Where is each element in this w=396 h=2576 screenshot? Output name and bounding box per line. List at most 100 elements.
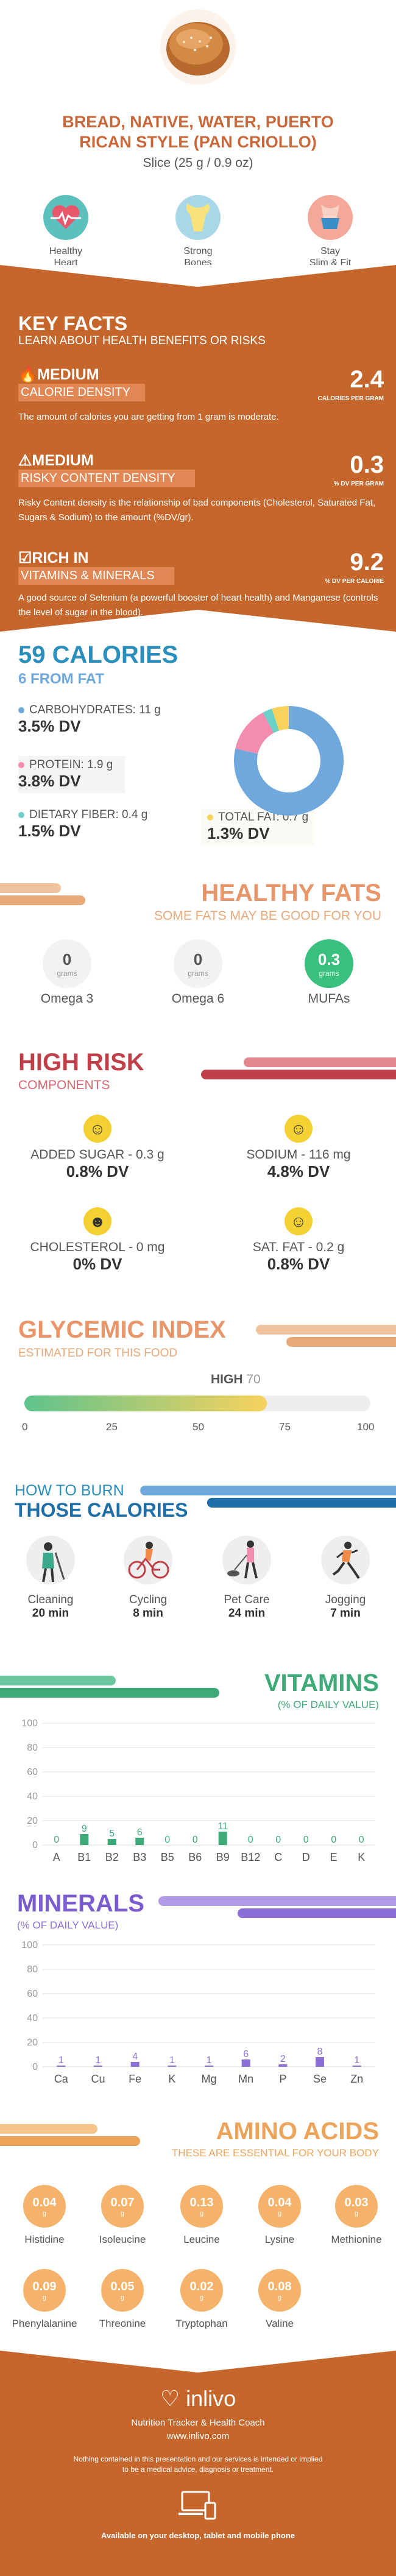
smiley-icon: ☺ <box>285 1115 313 1143</box>
x-tick-label: B6 <box>188 1851 202 1863</box>
minerals-title: MINERALS <box>17 1890 144 1917</box>
minerals-bar-chart: 100 80 60 40 20 0 1 Ca 1 Cu 4 Fe 1 K 1 Mg 6 Mn 2 P 8 Se 1 Zn <box>21 1941 375 2085</box>
brand-logo: ♡ inlivo <box>0 2386 396 2412</box>
heart-outline-icon: ♡ <box>160 2386 180 2411</box>
x-tick-label: P <box>279 2073 286 2085</box>
risk-dv: 0% DV <box>72 1255 122 1273</box>
bar-cu <box>94 2066 102 2067</box>
pie-slice-dietary-fiber <box>263 708 279 733</box>
bar-value-label: 0 <box>275 1835 281 1845</box>
calories-subtitle: 6 FROM FAT <box>18 671 104 687</box>
amino-value: 0.08 <box>267 2279 292 2293</box>
bar-value-label: 1 <box>169 2055 175 2066</box>
y-tick-label: 40 <box>27 2013 38 2024</box>
fact-name: VITAMINS & MINERALS <box>18 567 174 585</box>
bone-icon <box>175 195 221 240</box>
high-risk-section: HIGH RISK COMPONENTS ☺ ADDED SUGAR - 0.3… <box>0 1043 396 1314</box>
warning-icon: ⚠ <box>18 452 32 469</box>
decor-stripe <box>238 1908 396 1918</box>
x-tick-label: C <box>274 1851 282 1863</box>
section-divider <box>0 265 396 287</box>
amino-title: AMINO ACIDS <box>216 2118 379 2145</box>
burn-section: HOW TO BURN THOSE CALORIES Cleaning 20 m… <box>0 1482 396 1670</box>
amino-threonine: 0.05 g Threonine <box>95 2269 150 2330</box>
amino-phenylalanine: 0.09 g Phenylalanine <box>12 2269 77 2330</box>
x-tick-label: B3 <box>133 1851 146 1863</box>
amino-name: Threonine <box>99 2318 146 2329</box>
footer-section: ♡ inlivo Nutrition Tracker & Health Coac… <box>0 2351 396 2576</box>
amino-lysine: 0.04 g Lysine <box>252 2185 307 2246</box>
benefit-healthy-heart: Healthy Heart <box>35 194 96 269</box>
food-title: BREAD, NATIVE, WATER, PUERTO RICAN STYLE… <box>0 112 396 152</box>
amino-name: Tryptophan <box>175 2318 228 2329</box>
y-tick-label: 100 <box>21 1941 38 1950</box>
decor-stripe <box>256 1325 396 1335</box>
healthy-fats-section: HEALTHY FATS SOME FATS MAY BE GOOD FOR Y… <box>0 872 396 1043</box>
y-tick-label: 0 <box>32 2062 38 2072</box>
tick-label: 100 <box>357 1421 375 1433</box>
bar-b9 <box>218 1832 227 1845</box>
tick-label: 25 <box>106 1421 118 1433</box>
bar-value-label: 0 <box>331 1835 336 1845</box>
x-tick-label: Mg <box>201 2073 216 2085</box>
devices-icon <box>179 2491 216 2520</box>
amino-value: 0.02 <box>189 2279 214 2293</box>
fact-risky-content: ⚠MEDIUM RISKY CONTENT DENSITY 0.3 % DV P… <box>18 451 384 525</box>
vitamins-title: VITAMINS <box>264 1670 379 1696</box>
fat-unit: grams <box>319 969 339 978</box>
risk-dv: 0.8% DV <box>267 1255 330 1273</box>
calories-section: 59 CALORIES 6 FROM FAT CARBOHYDRATES: 11… <box>0 632 396 872</box>
amino-unit: g <box>199 2209 204 2217</box>
amino-tryptophan: 0.02 g Tryptophan <box>174 2269 229 2330</box>
bar-k <box>168 2066 177 2067</box>
amino-name: Valine <box>266 2318 294 2329</box>
decor-stripe <box>0 1688 219 1698</box>
amino-badge: 0.09 g <box>23 2269 66 2312</box>
nutrient-label: PROTEIN: 1.9 g <box>29 758 113 771</box>
amino-valine: 0.08 g Valine <box>252 2269 307 2330</box>
decor-stripe <box>0 2124 97 2134</box>
y-tick-label: 100 <box>21 1720 38 1729</box>
bar-fe <box>130 2062 140 2067</box>
decor-stripe <box>286 1337 396 1347</box>
amino-unit: g <box>42 2293 47 2301</box>
calories-title: 59 CALORIES <box>18 641 179 668</box>
vitamins-bar-chart: 100 80 60 40 20 0 0 A 9 B1 5 B2 6 B3 0 B5 0 B6 11 B9 0 B12 0 C 0… <box>21 1720 375 1863</box>
bread-image <box>160 9 236 85</box>
serving-size: Slice (25 g / 0.9 oz) <box>143 156 253 170</box>
x-tick-label: Zn <box>350 2073 363 2085</box>
fat-unit: grams <box>57 969 77 978</box>
amino-badge: 0.04 g <box>23 2185 66 2228</box>
brand-url[interactable]: www.inlivo.com <box>166 2431 230 2441</box>
risk-sodium: ☺ SODIUM - 116 mg 4.8% DV <box>207 1115 390 1181</box>
bar-ca <box>57 2066 66 2067</box>
food-title-line1: BREAD, NATIVE, WATER, PUERTO <box>62 113 334 131</box>
amino-name: Methionine <box>331 2234 382 2245</box>
disclaimer-line2: to be a medical advice, diagnosis or tre… <box>122 2465 274 2474</box>
calories-donut-chart <box>234 706 344 816</box>
bar-zn <box>352 2066 361 2067</box>
fat-value: 0 <box>193 950 203 969</box>
pie-slice-total-fat <box>272 706 289 731</box>
brand-name: inlivo <box>186 2386 236 2411</box>
amino-value: 0.13 <box>189 2195 214 2209</box>
healthy-fats-subtitle: SOME FATS MAY BE GOOD FOR YOU <box>154 909 381 923</box>
key-facts-section: KEY FACTS LEARN ABOUT HEALTH BENEFITS OR… <box>0 265 396 632</box>
risk-label: ADDED SUGAR - 0.3 g <box>30 1148 164 1162</box>
benefit-label-line1: Healthy <box>49 246 83 256</box>
amino-badge: 0.02 g <box>180 2269 223 2312</box>
smiley-icon: ☻ <box>83 1207 111 1235</box>
bar-value-label: 1 <box>96 2055 101 2066</box>
x-tick-label: Ca <box>54 2073 69 2085</box>
bar-mg <box>205 2066 213 2067</box>
y-tick-label: 80 <box>27 1964 38 1975</box>
fact-value: 2.4 <box>350 366 384 393</box>
amino-histidine: 0.04 g Histidine <box>17 2185 72 2246</box>
bar-value-label: 2 <box>280 2054 286 2064</box>
minerals-subtitle: (% OF DAILY VALUE) <box>17 1919 119 1931</box>
amino-name: Leucine <box>183 2234 220 2245</box>
glycemic-section: GLYCEMIC INDEX ESTIMATED FOR THIS FOOD H… <box>0 1314 396 1482</box>
benefit-slim-fit: Stay Slim & Fit <box>300 194 361 269</box>
fact-name: CALORIE DENSITY <box>18 384 145 401</box>
check-icon: ☑ <box>18 549 32 566</box>
